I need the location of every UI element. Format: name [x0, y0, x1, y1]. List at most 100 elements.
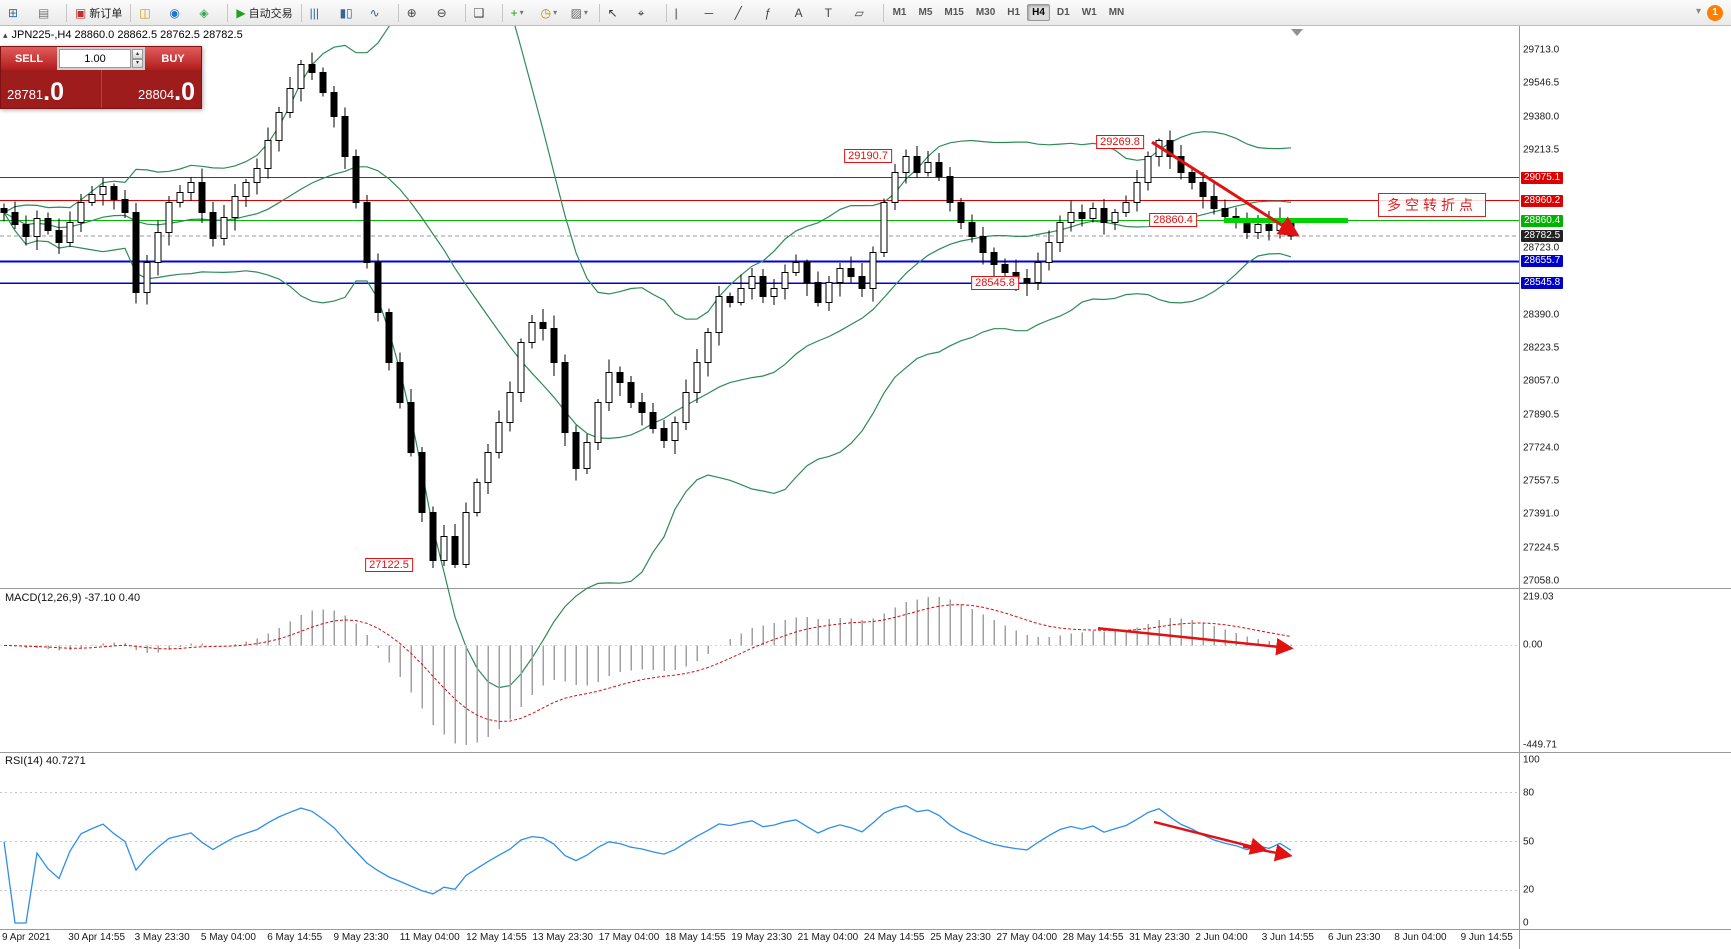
rsi-indicator-label: RSI(14) 40.7271 — [5, 755, 86, 767]
shapes-button[interactable]: ▱ — [851, 2, 879, 24]
autotrading-button-label: 自动交易 — [248, 7, 293, 20]
sell-button[interactable]: SELL — [1, 47, 57, 70]
timeframe-h1-button[interactable]: H1 — [1007, 7, 1021, 18]
toolbar-separator — [130, 3, 132, 22]
timeframe-w1-button[interactable]: W1 — [1081, 7, 1097, 18]
history-center-button[interactable]: ◫ — [135, 2, 163, 24]
time-axis-label: 21 May 04:00 — [797, 932, 859, 943]
sell-price-big: .0 — [43, 77, 65, 106]
chart-window[interactable]: ▴ JPN225-,H4 28860.0 28862.5 28762.5 2878… — [0, 26, 1731, 949]
templates-button[interactable]: ▨ ▾ — [567, 2, 595, 24]
price-axis-line-label: 28545.8 — [1521, 277, 1564, 290]
market-icon: ◈ — [199, 5, 209, 20]
volume-input[interactable]: 1.00 — [59, 49, 131, 68]
time-axis-label: 9 May 23:30 — [333, 932, 389, 943]
signals-icon: ◉ — [169, 5, 180, 20]
new-chart-icon: ⊞ — [8, 5, 19, 20]
crosshair-button[interactable]: ⌖ — [634, 2, 662, 24]
price-axis-label: 29380.0 — [1523, 111, 1560, 123]
templates-button-dropdown-icon: ▾ — [583, 8, 588, 17]
zoom-out-button[interactable]: ⊖ — [433, 2, 461, 24]
bar-chart-type-button[interactable]: ||| — [306, 2, 334, 24]
toolbar: ⊞ ▤ ▣ 新订单 ◫ ◉ ◈ ▶ 自动交易 ||| ▮▯ ∿ ⊕ ⊖ ❑ + ▾ ◷ ▾ ▨ ▾ ↖ ⌖ | ─ ╱ ƒ A T ▱ M1… — [0, 0, 1731, 26]
chart-profiles-button[interactable]: ▤ — [34, 2, 62, 24]
buy-price[interactable]: 28804.0 — [100, 70, 202, 108]
buy-price-big: .0 — [174, 77, 195, 106]
time-axis-label: 28 May 14:55 — [1062, 932, 1124, 943]
label-button[interactable]: T — [821, 2, 849, 24]
macd-axis-label: 219.03 — [1523, 591, 1554, 603]
toolbar-overflow-icon[interactable]: ▾ — [1695, 6, 1701, 17]
rsi-axis-label: 50 — [1523, 836, 1535, 847]
time-axis-label: 31 May 23:30 — [1129, 932, 1190, 943]
price-axis-line-label: 28782.5 — [1521, 230, 1564, 243]
text-button[interactable]: A — [791, 2, 819, 24]
candlestick-chart-type-button[interactable]: ▮▯ — [336, 2, 364, 24]
line-chart-type-button[interactable]: ∿ — [366, 2, 394, 24]
market-button[interactable]: ◈ — [195, 2, 223, 24]
sell-price[interactable]: 28781.0 — [1, 70, 101, 108]
time-axis-label: 6 May 14:55 — [267, 932, 323, 943]
price-axis-line-label: 28960.2 — [1521, 194, 1564, 207]
chart-canvas[interactable] — [0, 26, 1731, 949]
volume-down-button[interactable]: ▾ — [132, 58, 143, 68]
toolbar-separator — [464, 3, 466, 22]
macd-indicator-label: MACD(12,26,9) -37.10 0.40 — [5, 592, 141, 604]
rsi-axis-label: 80 — [1523, 787, 1535, 799]
toolbar-separator — [882, 3, 884, 22]
timeframe-mn-button[interactable]: MN — [1108, 7, 1125, 18]
new-order-button[interactable]: ▣ 新订单 — [71, 2, 126, 24]
trendline-button[interactable]: ╱ — [731, 2, 759, 24]
autotrading-button[interactable]: ▶ 自动交易 — [232, 2, 296, 24]
price-axis-label: 28723.0 — [1523, 242, 1560, 254]
timeframe-m5-button[interactable]: M5 — [918, 7, 933, 18]
timeframe-m30-button[interactable]: M30 — [975, 7, 996, 18]
timeframe-d1-button[interactable]: D1 — [1056, 7, 1070, 18]
tile-windows-icon: ❑ — [473, 5, 485, 20]
volume-up-button[interactable]: ▴ — [132, 49, 143, 59]
toolbar-separator — [598, 3, 600, 22]
notification-badge[interactable]: 1 — [1707, 5, 1723, 21]
time-axis-label: 17 May 04:00 — [598, 932, 660, 943]
text-icon: A — [794, 5, 803, 20]
indicators-button-dropdown-icon: ▾ — [519, 8, 524, 17]
time-axis-label: 5 May 04:00 — [200, 932, 256, 943]
price-axis-label: 29713.0 — [1523, 44, 1560, 56]
new-order-icon: ▣ — [75, 5, 87, 20]
tile-windows-button[interactable]: ❑ — [470, 2, 498, 24]
timeframe-m15-button[interactable]: M15 — [944, 7, 964, 18]
price-axis-label: 29546.5 — [1523, 77, 1560, 89]
horizontal-line-button[interactable]: ─ — [701, 2, 729, 24]
timeframe-m1-button[interactable]: M1 — [892, 7, 907, 18]
time-axis-label: 8 Jun 04:00 — [1394, 932, 1447, 943]
vertical-line-button[interactable]: | — [671, 2, 699, 24]
toolbar-separator — [227, 3, 229, 22]
chart-profiles-icon: ▤ — [38, 5, 50, 20]
indicators-button[interactable]: + ▾ — [507, 2, 535, 24]
zoom-in-button[interactable]: ⊕ — [403, 2, 431, 24]
buy-button[interactable]: BUY — [145, 47, 201, 70]
time-axis-label: 9 Apr 2021 — [2, 932, 51, 943]
price-annotation: 29269.8 — [1096, 135, 1144, 150]
time-axis-label: 27 May 04:00 — [996, 932, 1058, 943]
periods-button[interactable]: ◷ ▾ — [537, 2, 565, 24]
symbol-ohlc-label: ▴ JPN225-,H4 28860.0 28862.5 28762.5 2878… — [3, 29, 243, 41]
turning-point-note: 多空转折点 — [1378, 193, 1486, 217]
price-annotation: 28545.8 — [971, 276, 1019, 291]
one-click-collapse-icon[interactable]: ▴ — [3, 30, 8, 40]
toolbar-separator — [300, 3, 302, 22]
price-axis-line-label: 29075.1 — [1521, 171, 1564, 184]
time-axis-label: 19 May 23:30 — [731, 932, 792, 943]
cursor-button[interactable]: ↖ — [604, 2, 632, 24]
macd-axis-label: 0.00 — [1523, 639, 1543, 651]
price-axis-label: 29213.5 — [1523, 144, 1560, 156]
price-axis-line-label: 28655.7 — [1521, 255, 1564, 268]
new-chart-button[interactable]: ⊞ — [4, 2, 32, 24]
fibonacci-button[interactable]: ƒ — [761, 2, 789, 24]
timeframe-h4-button[interactable]: H4 — [1027, 4, 1050, 21]
toolbar-separator — [665, 3, 667, 22]
price-axis-label: 27391.0 — [1523, 508, 1560, 520]
signals-button[interactable]: ◉ — [165, 2, 193, 24]
bar-chart-type-icon: ||| — [309, 5, 319, 20]
time-axis-label: 3 Jun 14:55 — [1261, 932, 1314, 943]
